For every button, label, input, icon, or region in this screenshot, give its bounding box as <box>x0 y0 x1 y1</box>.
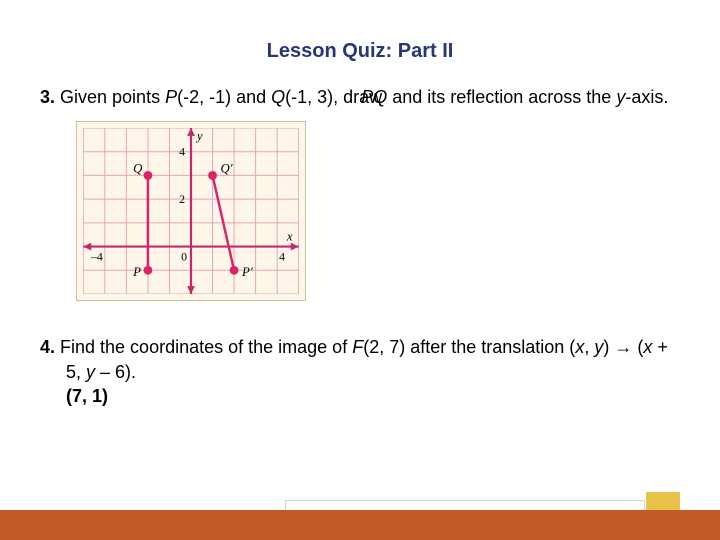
q4-x: x <box>575 337 584 357</box>
q4-F: F <box>352 337 363 357</box>
q4-text-a: Find the coordinates of the image of <box>55 337 352 357</box>
footer-accent <box>646 492 680 510</box>
footer-white-bar <box>285 500 645 510</box>
svg-text:P: P <box>132 266 141 280</box>
q4-F-coords: (2, 7) after the translation ( <box>363 337 575 357</box>
q4-answer: (7, 1) <box>66 386 108 406</box>
q3-PQ: PQ <box>361 87 387 107</box>
question-4: 4. Find the coordinates of the image of … <box>40 335 680 408</box>
q3-number: 3. <box>40 87 55 107</box>
svg-text:Q: Q <box>133 162 143 176</box>
svg-text:4: 4 <box>179 145 185 159</box>
q3-Q: Q <box>271 87 285 107</box>
slide-title: Lesson Quiz: Part II <box>267 40 454 62</box>
q3-P-coords: (-2, -1) and <box>177 87 271 107</box>
q4-number: 4. <box>40 337 55 357</box>
coordinate-graph: –40424xyPQQ'P' <box>76 121 306 301</box>
svg-text:2: 2 <box>179 192 185 206</box>
svg-text:P': P' <box>241 266 253 280</box>
q3-text-a: Given points <box>55 87 165 107</box>
q3-tail: -axis. <box>625 87 668 107</box>
q3-yvar: y <box>616 87 625 107</box>
q3-P: P <box>165 87 177 107</box>
q4-arrow: ) → ( <box>603 337 643 357</box>
q3-text-b: and its reflection across the <box>387 87 616 107</box>
svg-text:Q': Q' <box>220 162 232 176</box>
q4-y: y <box>594 337 603 357</box>
q4-x2: x <box>643 337 652 357</box>
svg-text:–4: –4 <box>90 250 103 264</box>
svg-text:y: y <box>195 129 203 143</box>
q4-y2: y <box>86 362 95 382</box>
slide-content: Lesson Quiz: Part II 3. Given points P(-… <box>0 0 720 490</box>
slide-footer <box>0 490 720 540</box>
svg-text:4: 4 <box>279 250 285 264</box>
q4-comma1: , <box>584 337 594 357</box>
svg-text:0: 0 <box>181 250 187 264</box>
question-3: 3. Given points P(-2, -1) and Q(-1, 3), … <box>40 85 680 109</box>
graph-svg: –40424xyPQQ'P' <box>83 128 299 294</box>
svg-text:x: x <box>286 230 293 244</box>
q4-tail: – 6). <box>95 362 136 382</box>
footer-orange-bar <box>0 510 720 540</box>
title-row: Lesson Quiz: Part II <box>40 40 680 63</box>
